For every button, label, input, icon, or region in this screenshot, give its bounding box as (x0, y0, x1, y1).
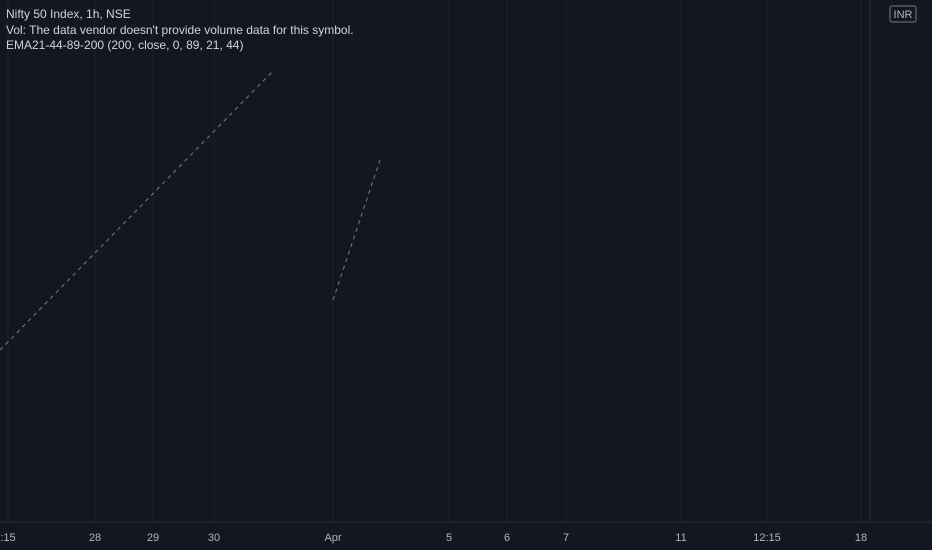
time-tick-label: 5 (446, 532, 452, 544)
time-axis[interactable] (0, 522, 932, 550)
time-tick-label: Apr (324, 532, 341, 544)
time-tick-label: :15 (0, 532, 15, 544)
time-tick-label: 30 (208, 532, 220, 544)
chart-legend: Nifty 50 Index, 1h, NSE Vol: The data ve… (6, 7, 354, 54)
time-tick-label: 29 (147, 532, 159, 544)
time-tick-label: 7 (563, 532, 569, 544)
time-tick-label: 11 (675, 532, 686, 544)
time-tick-label: 6 (504, 532, 510, 544)
ema-indicator-label[interactable]: EMA21-44-89-200 (200, close, 0, 89, 21, … (6, 38, 244, 52)
trend-line (0, 71, 273, 351)
time-tick-label: 18 (855, 532, 867, 544)
time-tick-label: 12:15 (753, 532, 781, 544)
currency-badge[interactable] (889, 5, 917, 23)
volume-indicator-label[interactable]: Vol: The data vendor doesn't provide vol… (6, 22, 354, 37)
trend-line (332, 159, 381, 301)
currency-badge-text: INR (894, 9, 913, 21)
price-axis[interactable] (870, 0, 932, 550)
time-tick-label: 28 (89, 532, 101, 544)
symbol-title[interactable]: Nifty 50 Index, 1h, NSE (6, 7, 131, 21)
